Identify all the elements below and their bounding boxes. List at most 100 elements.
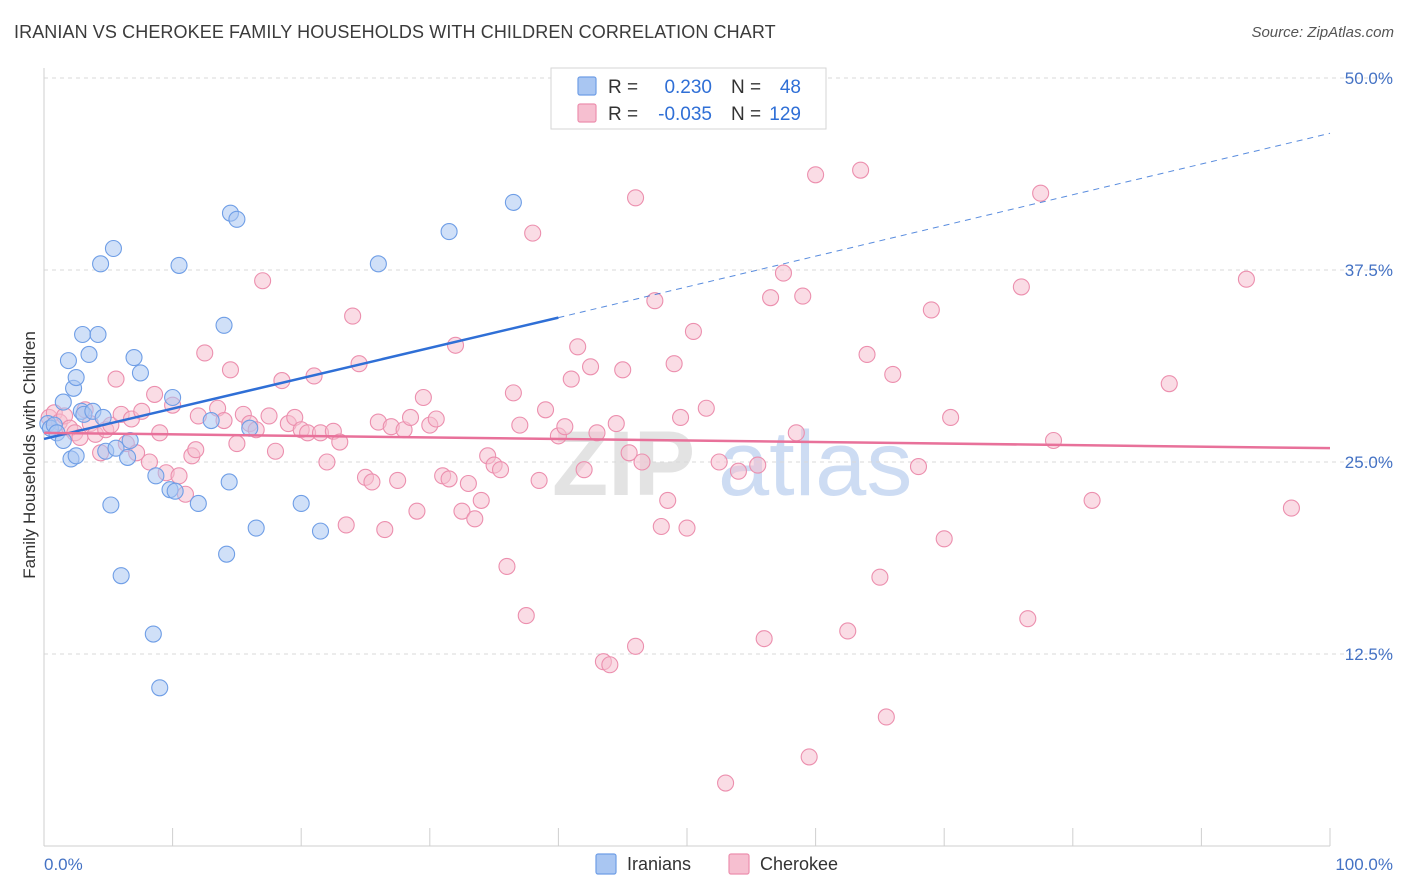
iranian-point xyxy=(164,388,182,407)
chart-source: Source: ZipAtlas.com xyxy=(1251,24,1394,41)
cherokee-n-value: 129 xyxy=(769,104,801,125)
cherokee-point xyxy=(807,166,825,184)
grid-lines xyxy=(44,77,1392,655)
cherokee-point xyxy=(774,264,793,282)
cherokee-point xyxy=(665,355,683,373)
cherokee-point xyxy=(466,510,484,528)
iranian-point xyxy=(74,325,92,344)
iranian-point xyxy=(107,439,125,457)
iranians-points xyxy=(39,193,522,697)
iranian-point xyxy=(54,393,72,411)
stats-legend: R = 0.230 N = 48 R = -0.035 N = 129 xyxy=(550,67,827,130)
iranian-point xyxy=(228,210,246,228)
x-tick-label-min: 0.0% xyxy=(44,855,83,874)
cherokee-point xyxy=(337,516,355,534)
iranian-point xyxy=(247,519,265,537)
cherokee-point xyxy=(614,361,632,379)
cherokee-point xyxy=(1237,270,1255,288)
cherokee-point xyxy=(684,322,702,340)
cherokee-r-value: -0.035 xyxy=(658,104,712,125)
y-tick-labels: 12.5% 25.0% 37.5% 50.0% xyxy=(1345,69,1393,664)
iranian-point xyxy=(121,431,139,450)
x-tick-label-max: 100.0% xyxy=(1335,855,1393,874)
iranian-point xyxy=(369,255,387,273)
cherokee-point xyxy=(427,410,445,428)
cherokee-point xyxy=(414,388,432,407)
iranian-point xyxy=(292,494,310,513)
legend-iranians-swatch xyxy=(595,853,617,875)
watermark-atlas: atlas xyxy=(718,413,912,515)
cherokee-point xyxy=(151,424,169,442)
cherokee-point xyxy=(794,287,812,305)
cherokee-point xyxy=(601,656,619,674)
iranian-point xyxy=(80,345,98,364)
cherokee-point xyxy=(569,338,587,356)
cherokee-point xyxy=(884,365,902,383)
y-tick-label: 37.5% xyxy=(1345,261,1393,280)
chart-title: IRANIAN VS CHEROKEE FAMILY HOUSEHOLDS WI… xyxy=(14,22,776,42)
cherokee-point xyxy=(459,474,477,493)
cherokee-point xyxy=(1012,278,1030,296)
iranian-point xyxy=(220,473,238,491)
iranian-point xyxy=(112,567,130,585)
iranian-point xyxy=(241,419,259,437)
cherokee-point xyxy=(511,416,529,434)
cherokee-point xyxy=(627,637,645,655)
cherokee-point xyxy=(672,408,690,427)
cherokee-point xyxy=(170,467,188,485)
cherokee-point xyxy=(729,462,747,480)
cherokee-point xyxy=(536,401,555,419)
cherokee-point xyxy=(922,301,940,319)
cherokee-point xyxy=(839,622,857,640)
cherokee-point xyxy=(401,408,420,427)
iranians-legend-swatch xyxy=(577,76,597,96)
iranian-point xyxy=(125,349,143,367)
cherokee-point xyxy=(140,453,159,471)
cherokee-point xyxy=(646,292,664,310)
cherokee-point xyxy=(453,502,471,520)
cherokee-point xyxy=(498,557,516,575)
cherokee-point xyxy=(800,748,818,766)
iranian-point xyxy=(59,352,77,370)
cherokee-point xyxy=(871,568,889,586)
iranian-point xyxy=(170,256,188,274)
cherokee-point xyxy=(909,458,928,476)
cherokee-point xyxy=(710,453,728,471)
cherokee-point xyxy=(344,307,362,325)
cherokee-point xyxy=(620,444,638,462)
y-tick-label: 25.0% xyxy=(1345,453,1393,472)
cherokee-point xyxy=(318,453,336,471)
cherokee-r-label: R = xyxy=(608,104,638,125)
cherokee-point xyxy=(858,345,876,364)
iranian-point xyxy=(144,625,162,643)
legend-iranians-label: Iranians xyxy=(627,854,691,874)
cherokee-point xyxy=(504,384,522,402)
cherokee-point xyxy=(581,358,600,376)
cherokee-n-label: N = xyxy=(731,104,761,125)
iranian-point xyxy=(67,368,85,387)
cherokee-point xyxy=(530,471,548,489)
x-ticks xyxy=(172,828,1331,846)
cherokee-point xyxy=(389,471,407,489)
cherokee-point xyxy=(266,442,285,460)
iranian-point xyxy=(215,316,233,334)
iranians-trend-line xyxy=(43,316,559,441)
iranians-r-value: 0.230 xyxy=(664,77,712,98)
cherokee-point xyxy=(187,441,205,459)
cherokee-point xyxy=(762,289,780,307)
y-tick-label: 50.0% xyxy=(1345,69,1393,88)
cherokee-point xyxy=(787,424,805,442)
iranian-point xyxy=(151,679,169,697)
iranian-point xyxy=(147,467,165,485)
cherokee-point xyxy=(254,272,272,290)
cherokee-legend-swatch xyxy=(577,103,597,123)
cherokee-point xyxy=(196,344,214,362)
cherokee-point xyxy=(408,502,426,520)
cherokee-point xyxy=(607,415,625,433)
cherokee-point xyxy=(517,607,535,625)
iranian-point xyxy=(89,325,107,344)
iranian-point xyxy=(166,482,184,500)
iranian-point xyxy=(189,494,207,513)
iranian-point xyxy=(119,448,137,466)
